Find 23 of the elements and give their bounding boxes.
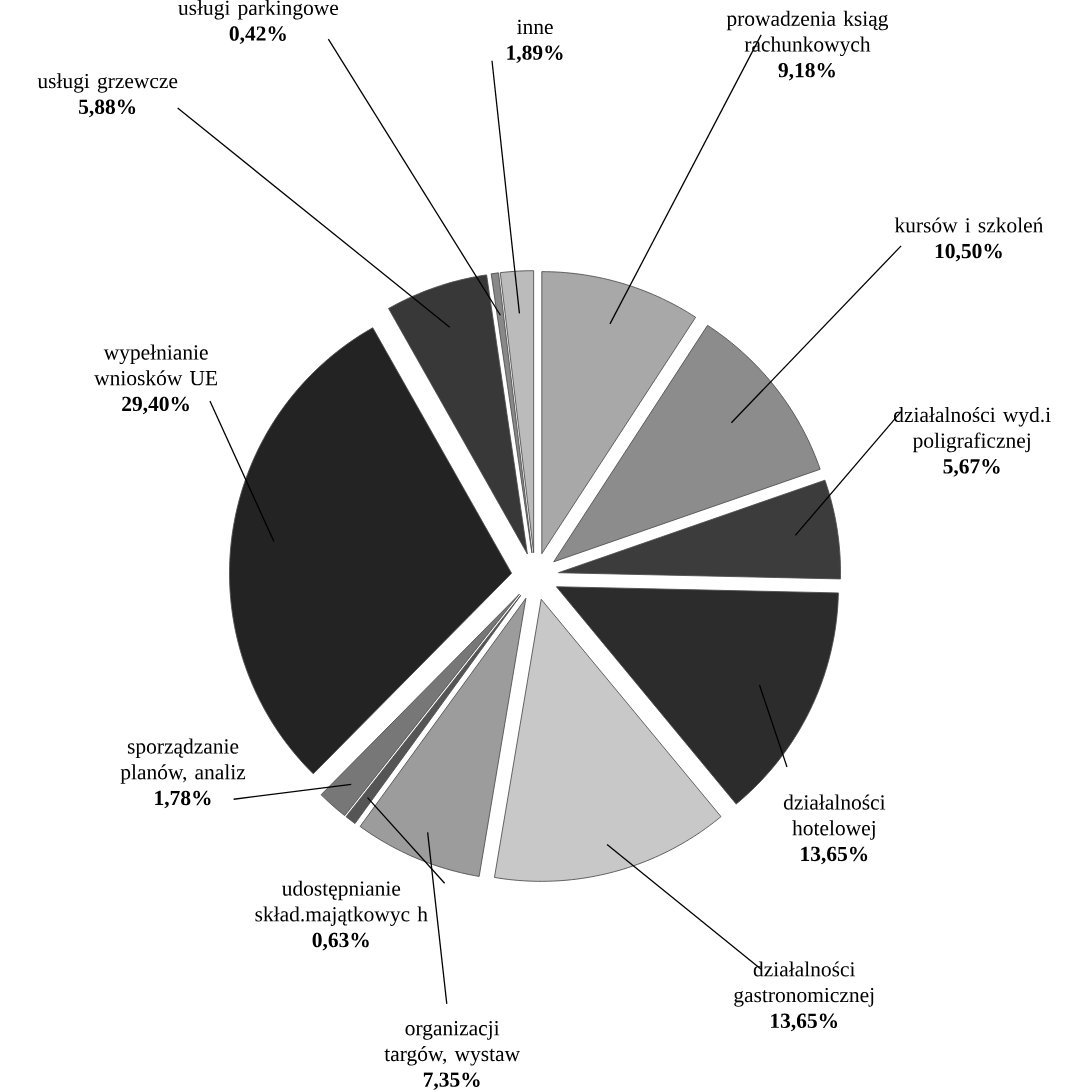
data-label: 1,78%	[155, 790, 211, 809]
data-label: 10,50%	[935, 243, 1002, 262]
slice-label: udostępnianie skład.majątkowyc h	[255, 880, 428, 926]
data-label: 0,42%	[229, 26, 287, 44]
slice-label: usługi grzewcze	[37, 73, 178, 93]
data-label: 13,65%	[801, 846, 868, 865]
slice-label: inne	[517, 19, 553, 35]
data-label: 5,88%	[79, 99, 136, 118]
data-label: 5,67%	[943, 459, 1000, 477]
slice-label: działalności wyd.i poligraficznej	[894, 406, 1051, 453]
slice-label: organizacji targów, wystaw	[384, 1020, 521, 1066]
data-label: 29,40%	[122, 396, 190, 415]
data-label: 9,18%	[778, 62, 836, 81]
slice-label: usługi parkingowe	[178, 0, 339, 20]
slice-label: działalności hotelowej	[784, 794, 886, 840]
slice-label: kursów i szkoleń	[895, 217, 1044, 233]
data-label: 0,63%	[312, 932, 369, 951]
slice-label: działalności gastronomicznej	[734, 961, 874, 1007]
data-label: 13,65%	[771, 1013, 838, 1032]
slice-label: sporządzanie planów, analiz	[120, 738, 246, 784]
slice-label: wypełnianie wniosków UE	[94, 344, 218, 386]
data-label: 7,35%	[424, 1072, 480, 1090]
data-label: 1,89%	[507, 45, 563, 63]
